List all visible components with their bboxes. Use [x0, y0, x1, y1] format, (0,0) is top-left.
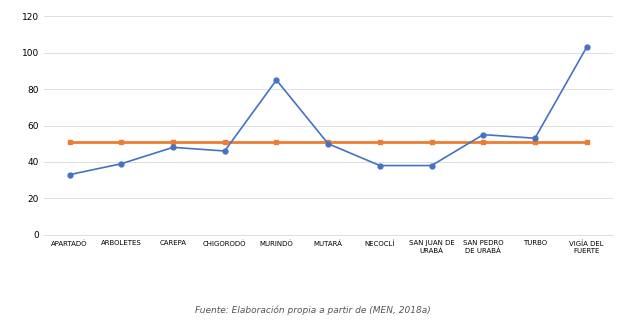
Text: Fuente: Elaboración propia a partir de (MEN, 2018a): Fuente: Elaboración propia a partir de (… — [194, 305, 431, 315]
